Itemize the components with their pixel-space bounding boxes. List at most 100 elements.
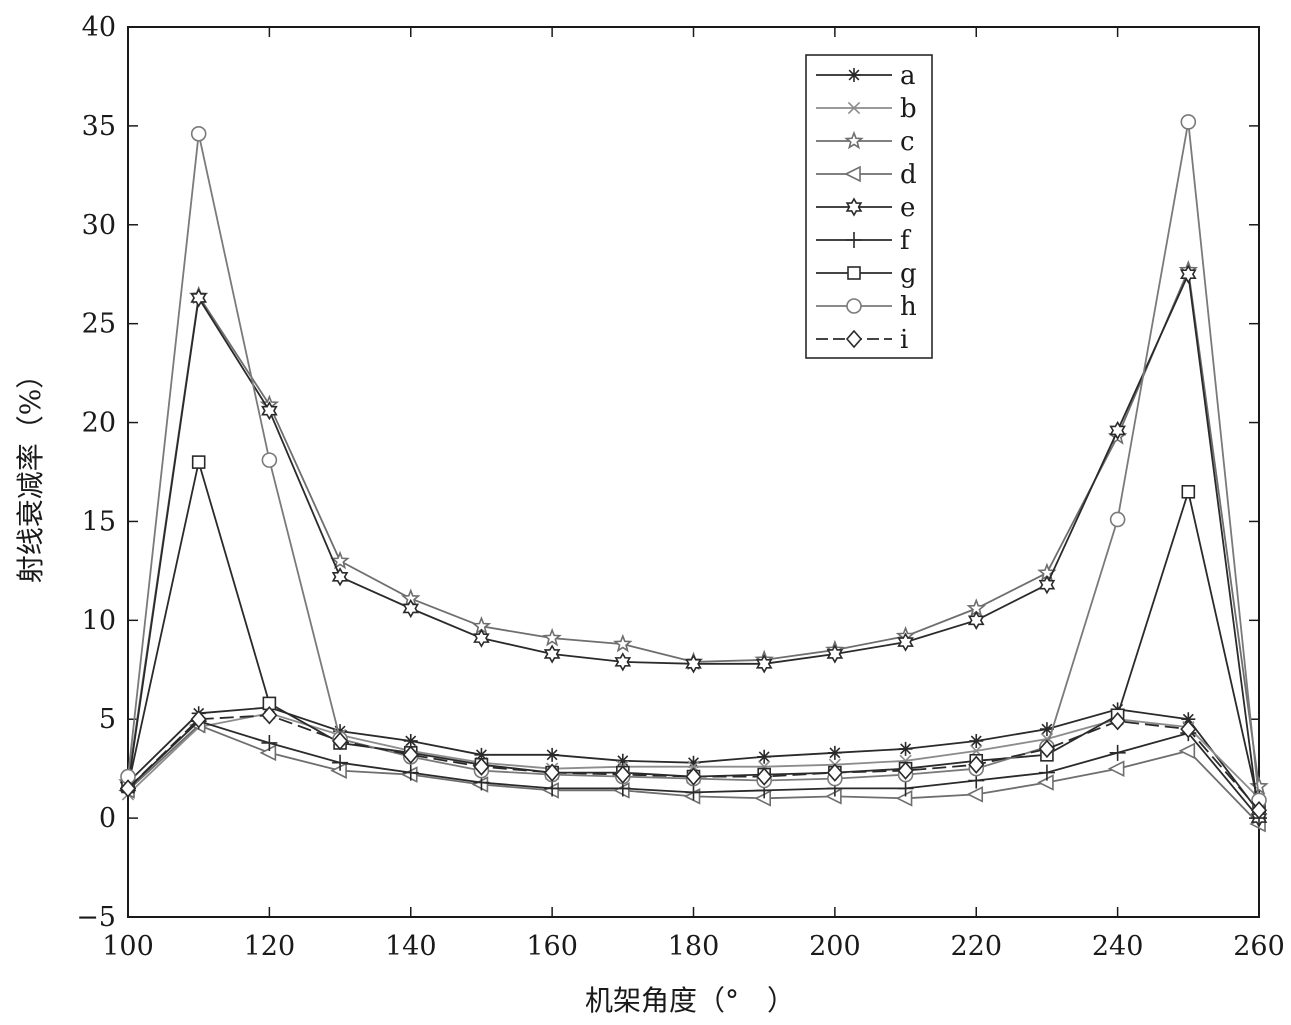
data-point-i bbox=[402, 745, 419, 765]
data-point-f bbox=[685, 784, 702, 801]
data-point-e bbox=[473, 628, 490, 648]
data-point-c bbox=[613, 633, 633, 653]
data-point-h bbox=[261, 452, 278, 468]
data-point-a bbox=[545, 747, 560, 762]
legend-marker-e bbox=[845, 197, 863, 217]
y-tick-label: 25 bbox=[82, 309, 116, 340]
legend-marker-a bbox=[847, 68, 861, 82]
y-tick-label: 35 bbox=[82, 111, 116, 142]
data-point-d bbox=[471, 776, 489, 793]
series-i bbox=[119, 706, 1268, 820]
data-point-c bbox=[542, 627, 562, 647]
x-tick-label: 140 bbox=[385, 931, 437, 962]
axis-ticks: 100 120 140 160 180 200 220 240 260 −5 0 5 10 15 20 25 3… bbox=[76, 12, 1285, 962]
x-tick-label: 100 bbox=[102, 931, 154, 962]
data-point-d bbox=[754, 790, 771, 807]
x-tick-label: 260 bbox=[1233, 931, 1285, 962]
data-point-i bbox=[1038, 739, 1056, 759]
data-point-a bbox=[686, 755, 701, 770]
data-point-f bbox=[544, 780, 561, 797]
data-point-d bbox=[330, 762, 347, 779]
legend-entry-f: f bbox=[816, 226, 912, 256]
data-point-e bbox=[897, 632, 914, 652]
y-tick-label: 20 bbox=[82, 408, 116, 439]
data-point-e bbox=[685, 654, 702, 674]
data-point-e bbox=[967, 610, 985, 630]
data-point-i bbox=[826, 763, 843, 782]
data-point-e bbox=[331, 567, 349, 587]
data-point-a bbox=[757, 749, 772, 764]
x-tick-label: 180 bbox=[668, 931, 720, 962]
legend-entry-c: c bbox=[816, 127, 915, 157]
legend-marker-b bbox=[847, 101, 861, 115]
legend-entry-h: h bbox=[816, 292, 917, 322]
data-point-f bbox=[1038, 764, 1055, 781]
data-point-i bbox=[685, 767, 702, 786]
data-point-d bbox=[400, 766, 418, 783]
legend-label: c bbox=[900, 127, 915, 157]
data-point-a bbox=[333, 724, 348, 739]
legend-label: d bbox=[900, 160, 917, 190]
data-point-e bbox=[1038, 575, 1056, 595]
y-tick-label: 15 bbox=[82, 506, 116, 537]
data-point-i bbox=[1180, 719, 1197, 739]
series-layer bbox=[118, 114, 1269, 833]
legend-entry-e: e bbox=[816, 193, 915, 223]
data-point-e bbox=[1109, 420, 1126, 441]
data-point-c bbox=[330, 550, 350, 570]
data-point-i bbox=[1250, 800, 1268, 820]
data-point-f bbox=[332, 754, 349, 771]
x-axis-title: 机架角度（° ） bbox=[585, 984, 795, 1017]
y-tick-label: 40 bbox=[82, 12, 116, 43]
data-point-e bbox=[261, 401, 278, 421]
y-tick-label: 30 bbox=[82, 210, 116, 241]
y-tick-label: 10 bbox=[82, 605, 116, 636]
y-axis-title: 射线衰减率（%） bbox=[14, 361, 47, 584]
data-point-i bbox=[614, 765, 631, 784]
data-point-d bbox=[895, 790, 913, 807]
data-point-f bbox=[1109, 744, 1126, 761]
legend-marker-c bbox=[844, 130, 864, 150]
data-point-g bbox=[1181, 484, 1196, 499]
x-tick-label: 120 bbox=[244, 931, 296, 962]
data-point-f bbox=[402, 764, 419, 781]
legend-label: e bbox=[900, 193, 915, 223]
x-tick-label: 220 bbox=[950, 931, 1002, 962]
x-tick-label: 160 bbox=[526, 931, 578, 962]
data-point-g bbox=[191, 455, 206, 469]
legend-entry-d: d bbox=[816, 160, 917, 190]
x-tick-label: 200 bbox=[809, 931, 861, 962]
data-point-i bbox=[1109, 711, 1126, 731]
data-point-i bbox=[331, 731, 349, 751]
legend-label: a bbox=[900, 61, 916, 91]
data-point-e bbox=[402, 598, 420, 619]
y-tick-label: −5 bbox=[76, 902, 116, 933]
legend-label: g bbox=[900, 259, 917, 289]
data-point-i bbox=[756, 767, 773, 786]
data-point-d bbox=[825, 788, 842, 805]
data-point-f bbox=[261, 734, 278, 751]
data-point-d bbox=[613, 782, 630, 799]
data-point-h bbox=[1180, 114, 1197, 130]
data-point-a bbox=[969, 733, 984, 748]
data-point-d bbox=[542, 782, 559, 799]
legend-entry-g: g bbox=[816, 259, 917, 289]
data-point-h bbox=[190, 126, 207, 142]
legend-entry-i: i bbox=[816, 325, 908, 355]
data-point-i bbox=[968, 755, 985, 774]
data-point-f bbox=[897, 780, 914, 797]
data-point-i bbox=[190, 710, 207, 729]
data-point-h bbox=[1109, 511, 1126, 528]
data-point-a bbox=[615, 753, 630, 768]
data-point-a bbox=[1039, 722, 1054, 737]
legend-marker-h bbox=[846, 298, 862, 314]
legend-label: i bbox=[900, 325, 908, 355]
data-point-i bbox=[261, 706, 278, 725]
legend-marker-i bbox=[845, 329, 863, 349]
data-point-d bbox=[1037, 774, 1054, 791]
data-point-i bbox=[544, 763, 561, 782]
data-point-a bbox=[1181, 712, 1196, 727]
legend-marker-d bbox=[844, 165, 861, 183]
